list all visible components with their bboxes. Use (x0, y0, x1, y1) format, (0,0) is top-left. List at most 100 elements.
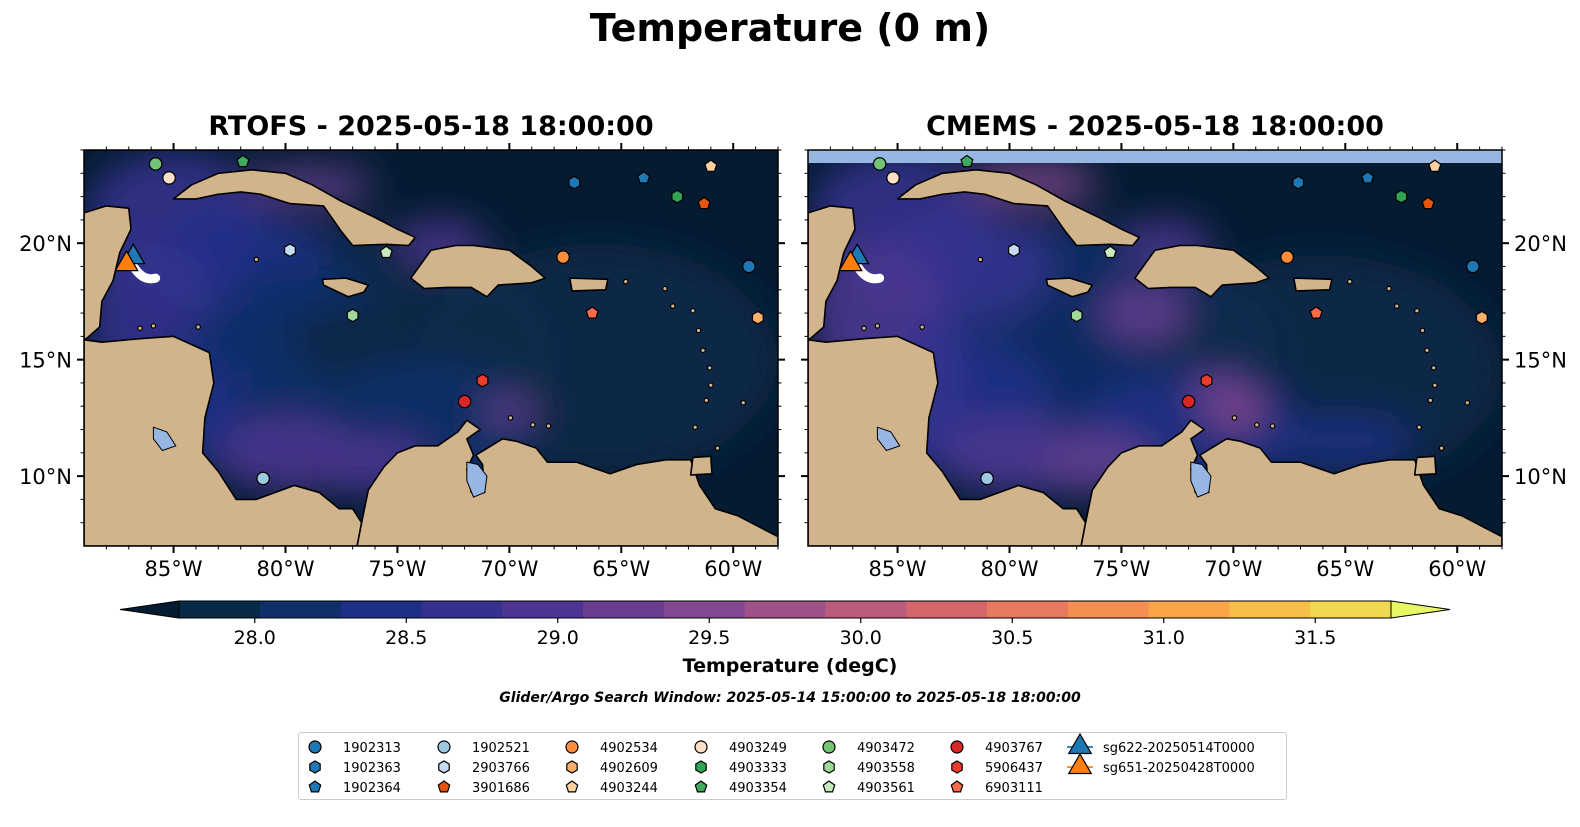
glider-marker (838, 249, 863, 272)
lat-tick-label: 15°N (1514, 349, 1567, 373)
lon-tick-label: 70°W (480, 557, 538, 581)
argo-float-marker (886, 171, 900, 185)
legend-label: 4903333 (729, 761, 787, 776)
colorbar-tick-label: 29.0 (537, 627, 579, 649)
argo-float-marker (1103, 245, 1117, 259)
island (690, 307, 696, 314)
argo-float-marker (1200, 373, 1213, 388)
legend-label: 1902313 (343, 741, 401, 756)
colorbar-label: Temperature (degC) (682, 655, 898, 677)
lake (152, 426, 177, 452)
lon-tick-label: 75°W (1092, 557, 1150, 581)
argo-float-marker (379, 245, 393, 259)
legend-float-marker (308, 740, 322, 754)
argo-float-marker (1070, 308, 1083, 323)
legend-label: 4902534 (600, 741, 658, 756)
island (977, 256, 984, 263)
colorbar-bin (179, 601, 261, 618)
map-panel-cmems: 85°W 80°W 75°W 70°W 65°W 60°W 20°N 15°N 10°N (801, 143, 1567, 581)
land-polygon (1045, 277, 1094, 298)
temperature-patch (942, 415, 1077, 491)
legend: 1902313 1902363 1902364 1902521 2903766 39016… (298, 732, 1287, 800)
legend-float-marker (951, 760, 963, 774)
island (195, 324, 201, 330)
colorbar-bin (1148, 601, 1230, 618)
argo-float-marker (568, 175, 581, 190)
land-polygon (1080, 419, 1502, 546)
legend-label: 1902364 (343, 781, 401, 796)
argo-float-marker (283, 243, 296, 258)
land-polygon (1413, 455, 1437, 476)
island (1231, 415, 1238, 421)
island (703, 397, 710, 404)
legend-label: 5906437 (985, 761, 1043, 776)
island (1414, 307, 1420, 314)
legend-label: 4903558 (857, 761, 915, 776)
panel-title-cmems: CMEMS - 2025-05-18 18:00:00 (926, 111, 1384, 142)
argo-float-marker (980, 471, 994, 486)
temperature-patch (1188, 371, 1256, 418)
island (1386, 285, 1392, 292)
argo-float-marker (751, 310, 764, 325)
lake (876, 426, 901, 452)
colorbar-bin (906, 601, 988, 618)
argo-float-marker (1428, 159, 1442, 172)
argo-float-marker (256, 471, 270, 486)
island (507, 415, 514, 421)
island (708, 382, 714, 389)
argo-float-marker (1309, 306, 1323, 319)
argo-float-marker (1475, 310, 1488, 325)
island (1269, 423, 1276, 429)
legend-float-marker (437, 740, 451, 754)
colorbar-tick-label: 30.5 (991, 627, 1033, 649)
colorbar-extend-low (119, 600, 180, 619)
land-polygon (410, 244, 546, 298)
argo-float-marker (1421, 196, 1435, 210)
lon-tick-label: 80°W (256, 557, 314, 581)
legend-label: 4903561 (857, 781, 915, 796)
island (919, 324, 925, 330)
lat-tick-label: 10°N (1514, 465, 1567, 489)
legend-float-marker (309, 760, 321, 774)
legend-label: 4903767 (985, 741, 1043, 756)
colorbar-tick-label: 29.5 (688, 627, 730, 649)
island (695, 327, 702, 334)
argo-float-marker (457, 394, 472, 409)
island (861, 325, 867, 332)
argo-float-marker (697, 196, 711, 210)
argo-float-marker (671, 189, 684, 204)
colorbar-bin (259, 601, 342, 618)
colorbar-bin (1067, 601, 1150, 618)
legend-label: 4903472 (857, 741, 915, 756)
argo-float-marker (556, 250, 570, 264)
legend-float-marker (438, 760, 450, 774)
island (1427, 397, 1434, 404)
colorbar-bin (340, 601, 422, 618)
legend-float-marker (437, 780, 451, 793)
search-window-text: Glider/Argo Search Window: 2025-05-14 15… (499, 690, 1081, 706)
legend-float-marker (308, 780, 322, 793)
lon-tick-label: 70°W (1204, 557, 1262, 581)
colorbar-tick-label: 31.5 (1294, 627, 1336, 649)
land-polygon (689, 455, 713, 476)
island (706, 364, 713, 371)
panel-title-rtofs: RTOFS - 2025-05-18 18:00:00 (208, 111, 654, 142)
argo-float-marker (872, 157, 887, 171)
legend-label: 4902609 (600, 761, 658, 776)
argo-float-marker (1395, 189, 1408, 204)
land-polygon (84, 205, 132, 340)
argo-float-marker (1181, 394, 1196, 409)
argo-float-marker (960, 154, 974, 168)
island (1424, 347, 1430, 354)
legend-float-marker (950, 740, 964, 754)
lon-tick-label: 85°W (145, 557, 203, 581)
island (1419, 327, 1426, 334)
island (700, 347, 706, 354)
island (669, 303, 676, 309)
temperature-patch (218, 415, 353, 491)
island (150, 323, 157, 329)
land-polygon (568, 277, 609, 292)
figure-title: Temperature (0 m) (589, 6, 991, 50)
island (692, 424, 698, 431)
colorbar-frame (178, 600, 1392, 619)
